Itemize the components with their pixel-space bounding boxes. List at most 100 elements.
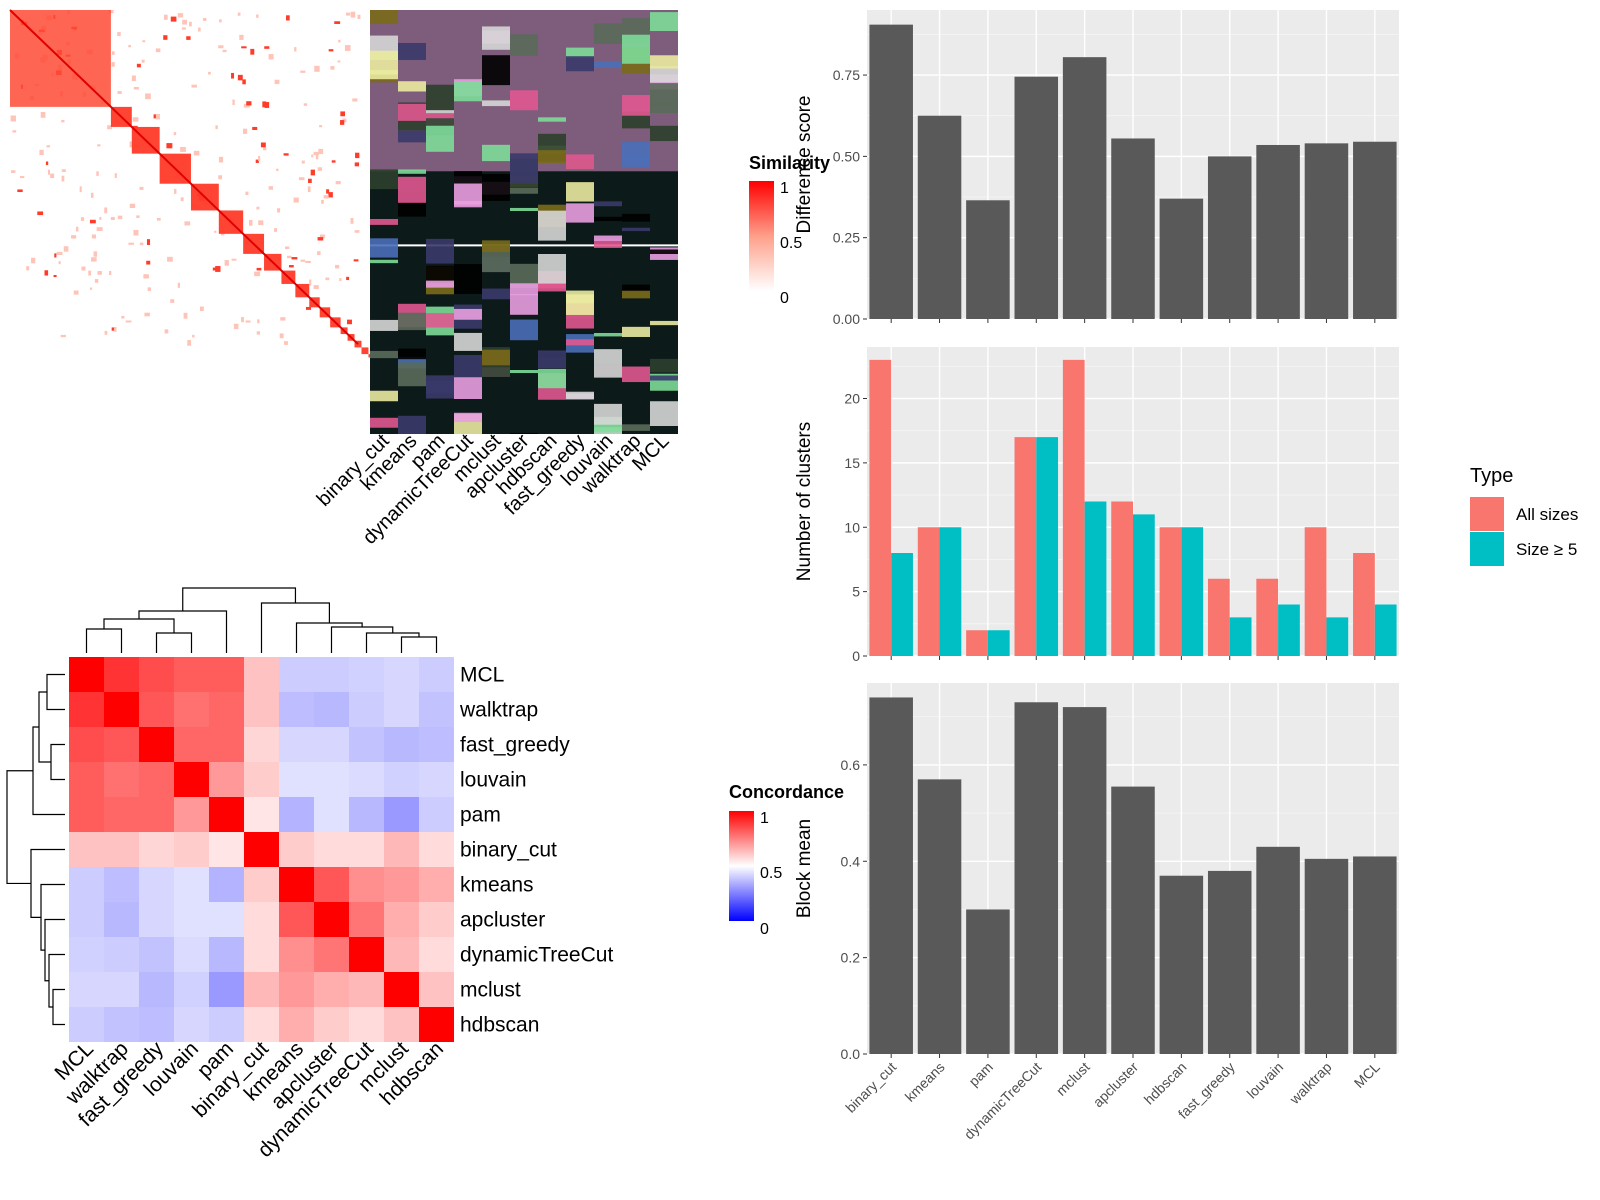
difference-score-bar-pam — [966, 200, 1010, 319]
similarity-heatmap-cell — [202, 18, 207, 21]
concordance-cell-dynamictreecut-mcl — [69, 937, 104, 972]
similarity-heatmap-cell — [199, 306, 204, 312]
similarity-heatmap-block — [354, 340, 362, 348]
number-of-clusters-bar-size-5-binary-cut — [891, 553, 913, 656]
cluster-assignment-cell — [566, 294, 594, 304]
similarity-heatmap-cell — [224, 259, 229, 266]
cluster-assignment-cell — [622, 227, 650, 232]
similarity-heatmap-cell — [104, 207, 108, 214]
similarity-heatmap-cell — [141, 59, 145, 63]
dendrogram-branch — [103, 618, 175, 633]
cluster-assignment-cell — [426, 380, 454, 399]
cluster-assignment-cell — [510, 188, 538, 194]
similarity-heatmap-cell — [111, 62, 115, 67]
cluster-assignment-cell — [370, 50, 398, 75]
cluster-assignment-cell — [594, 332, 622, 337]
dendrogram-branch — [46, 673, 65, 711]
type-legend-key-all-sizes — [1470, 497, 1504, 531]
concordance-cell-walktrap-binary-cut — [244, 692, 279, 727]
concordance-cell-walktrap-walktrap — [104, 692, 139, 727]
dendrogram-branch — [30, 848, 65, 919]
similarity-heatmap-cell — [313, 151, 319, 156]
cluster-assignment-cell — [398, 130, 426, 143]
concordance-cell-fast-greedy-dynamictreecut — [349, 727, 384, 762]
cluster-assignment-cell — [398, 348, 426, 360]
concordance-cell-fast-greedy-mcl — [69, 727, 104, 762]
similarity-heatmap-cell — [218, 156, 224, 163]
similarity-heatmap-cell — [328, 192, 333, 198]
concordance-legend-tick-0: 0 — [760, 921, 769, 938]
concordance-cell-mclust-fast-greedy — [139, 972, 174, 1007]
difference-score-ylabel: Difference score — [794, 96, 815, 234]
similarity-legend: Similarity 1 0.5 0 — [749, 153, 830, 307]
concordance-cell-louvain-apcluster — [314, 762, 349, 797]
cluster-assignment-cell — [510, 90, 538, 111]
concordance-cell-mclust-hdbscan — [419, 972, 454, 1007]
block-mean-bar-chart: 0.0 0.2 0.4 0.6 Block mean binary_cut kmeans pa… — [794, 683, 1399, 1142]
cluster-assignment-cell — [370, 390, 398, 402]
similarity-heatmap-cell — [256, 206, 260, 210]
difference-score-bar-dynamictreecut — [1014, 76, 1059, 319]
similarity-heatmap-cell — [315, 153, 319, 160]
similarity-heatmap-cell — [326, 189, 330, 194]
cluster-assignment-cell — [454, 81, 482, 102]
type-legend-title: Type — [1470, 465, 1513, 487]
similarity-heatmap-cell — [328, 49, 334, 52]
concordance-cell-pam-binary-cut — [244, 797, 279, 832]
similarity-heatmap-cell — [37, 211, 44, 216]
concordance-cell-binary-cut-fast-greedy — [139, 832, 174, 867]
concordance-cell-mcl-pam — [209, 657, 244, 692]
concordance-cell-kmeans-mcl — [69, 867, 104, 902]
similarity-heatmap-cell — [50, 173, 55, 179]
similarity-heatmap-cell — [73, 290, 79, 295]
cluster-assignment-cell — [398, 415, 426, 434]
similarity-heatmap-cell — [323, 195, 329, 199]
cluster-assignment-cell — [622, 424, 650, 431]
dendrogram-branch — [85, 628, 123, 653]
concordance-cell-apcluster-mclust — [384, 902, 419, 937]
similarity-heatmap-cell — [258, 220, 264, 225]
dendrogram-branch — [6, 770, 33, 885]
similarity-heatmap-cell — [128, 242, 134, 245]
similarity-heatmap-cell — [81, 266, 86, 271]
similarity-heatmap-cell — [45, 161, 49, 166]
cluster-assignment-cell — [566, 203, 594, 223]
concordance-cell-binary-cut-dynamictreecut — [349, 832, 384, 867]
similarity-heatmap-cell — [180, 146, 186, 152]
cluster-assignment-cell — [398, 176, 426, 203]
similarity-heatmap-cell — [242, 128, 248, 134]
similarity-heatmap-cell — [256, 14, 259, 18]
cluster-assignment-cell — [566, 154, 594, 170]
number-of-clusters-bar-all-sizes-binary-cut — [869, 359, 892, 656]
similarity-heatmap-cell — [305, 306, 312, 310]
cluster-assignment-cell — [594, 235, 622, 241]
concordance-cell-mcl-apcluster — [314, 657, 349, 692]
cluster-assignment-cell — [370, 417, 398, 428]
block-mean-bar-hdbscan — [1159, 875, 1204, 1054]
similarity-heatmap-cell — [352, 98, 358, 102]
cluster-assignment-cell — [426, 112, 454, 119]
similarity-heatmap-cell — [180, 197, 184, 202]
similarity-heatmap-cell — [53, 274, 57, 278]
difference-score-bar-chart: 0.00 0.25 0.50 0.75 Difference score — [794, 10, 1399, 327]
concordance-row-label-walktrap: walktrap — [459, 699, 538, 722]
similarity-heatmap-cell — [17, 189, 23, 193]
concordance-cell-mcl-dynamictreecut — [349, 657, 384, 692]
concordance-row-label-dynamictreecut: dynamicTreeCut — [460, 944, 613, 967]
cluster-assignment-cell — [454, 183, 482, 208]
cluster-assignment-cell — [538, 368, 566, 389]
concordance-cell-dynamictreecut-pam — [209, 937, 244, 972]
similarity-heatmap-cell — [191, 84, 197, 88]
type-legend-label-all-sizes: All sizes — [1516, 505, 1578, 524]
similarity-heatmap-cell — [91, 257, 97, 262]
concordance-row-label-apcluster: apcluster — [460, 909, 545, 932]
similarity-heatmap-cell — [339, 278, 342, 281]
cluster-assignment-cell — [482, 288, 510, 300]
number-of-clusters-bar-size-5-mclust — [1084, 501, 1107, 656]
dendrogram-branch — [182, 587, 297, 611]
concordance-cell-mclust-apcluster — [314, 972, 349, 1007]
similarity-heatmap-cell — [99, 216, 102, 220]
similarity-heatmap-cell — [20, 176, 25, 179]
similarity-heatmap-cell — [334, 21, 341, 24]
type-legend: Type All sizes Size ≥ 5 — [1470, 465, 1578, 566]
